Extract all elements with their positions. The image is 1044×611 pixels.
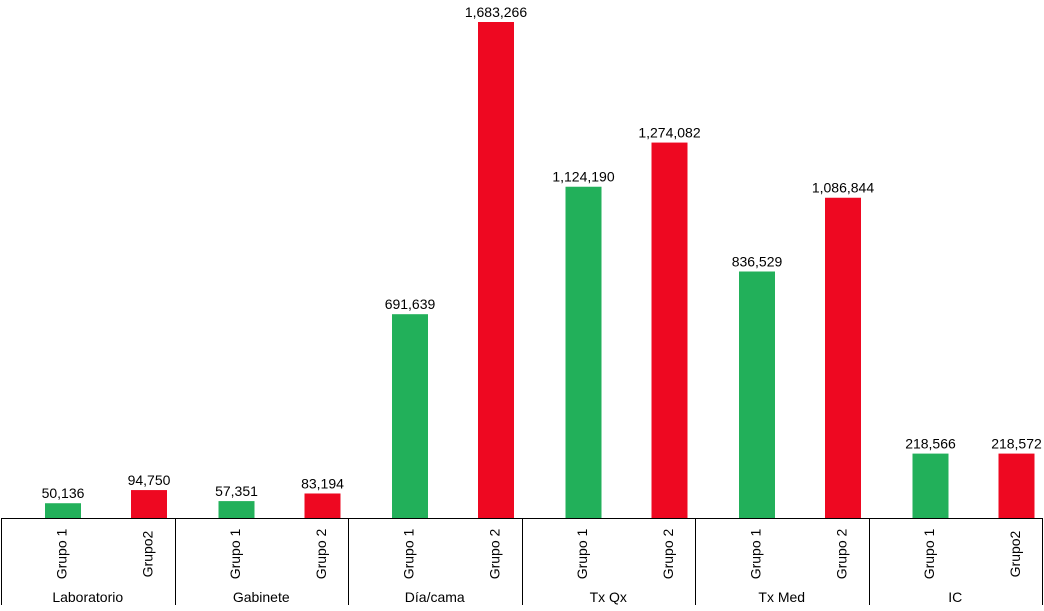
data-label: 218,572 [991,436,1042,452]
group-tick-label: Tx Med [758,589,805,605]
bar [565,186,602,518]
data-label: 94,750 [128,472,171,488]
data-label: 218,566 [905,436,956,452]
tick-labels-layer: Grupo 1 Grupo2 Laboratorio Grupo 1 Grupo 2 Ga… [52,528,1023,605]
bar [478,22,514,518]
bar-tick-label: Grupo 2 [834,528,850,579]
category-axis [1,518,1043,605]
bar [45,503,81,518]
bar-tick-label: Grupo 1 [574,528,590,579]
data-label: 1,274,082 [638,125,700,141]
bar-tick-label: Grupo2 [140,530,156,577]
bar [304,493,341,518]
bar-tick-label: Grupo 2 [660,528,676,579]
bar-tick-label: Grupo 1 [748,528,764,579]
group-tick-label: IC [948,589,962,605]
bar [131,490,167,518]
group-tick-label: Laboratorio [52,589,123,605]
bar-tick-label: Grupo 2 [487,528,503,579]
bar-tick-label: Grupo2 [1007,530,1023,577]
bar-tick-label: Grupo 1 [54,528,70,579]
group-tick-label: Tx Qx [590,589,627,605]
bar [998,453,1035,518]
bar [825,197,861,518]
bar-tick-label: Grupo 1 [921,528,937,579]
bar [392,314,428,518]
data-label: 836,529 [732,254,783,270]
bar-tick-label: Grupo 1 [227,528,243,579]
bars-layer [45,22,1035,518]
data-label: 1,124,190 [552,169,614,185]
group-tick-label: Día/cama [405,589,465,605]
data-label: 57,351 [215,483,258,499]
bar [651,142,688,518]
bar [218,501,255,518]
bar-tick-label: Grupo 1 [401,528,417,579]
group-tick-label: Gabinete [233,589,290,605]
data-label: 1,683,266 [465,4,527,20]
data-label: 1,086,844 [812,180,874,196]
data-label: 50,136 [42,485,85,501]
bar-tick-label: Grupo 2 [313,528,329,579]
bar [912,453,949,518]
bar [739,271,775,518]
data-label: 691,639 [385,296,436,312]
data-label: 83,194 [301,475,344,491]
value-labels-layer: 50,136 94,750 57,351 83,194 691,639 1,683,266… [42,4,1042,501]
